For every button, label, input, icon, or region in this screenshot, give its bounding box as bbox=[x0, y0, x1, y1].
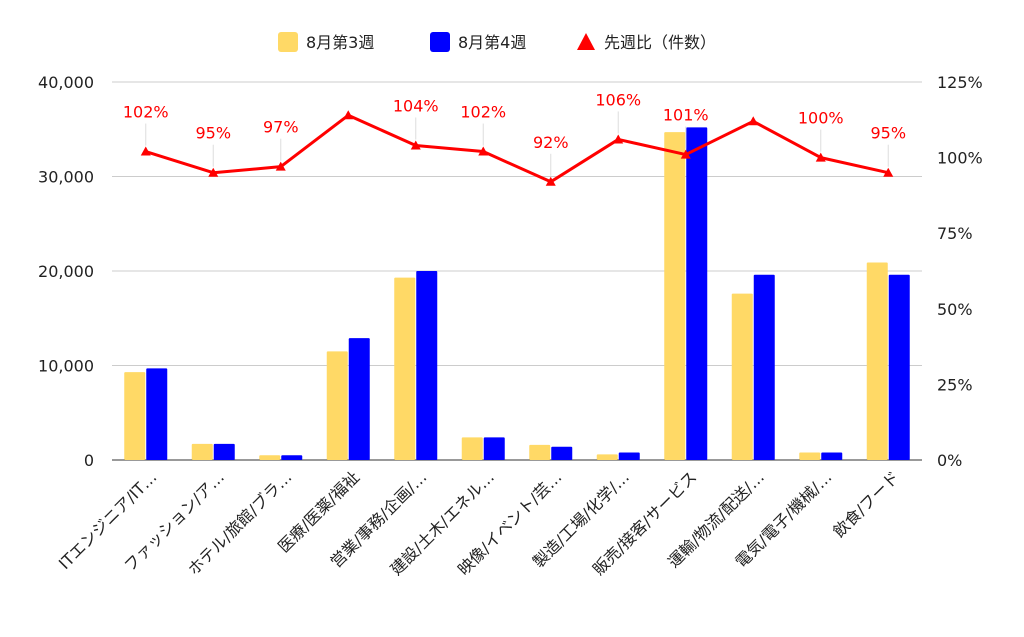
bar bbox=[731, 293, 753, 460]
line-series: 102% 95% 97% 104% 102% 92% 106% 101% 100% 95% bbox=[123, 90, 906, 186]
y-left-tick-label: 40,000 bbox=[38, 73, 94, 92]
ratio-point bbox=[680, 149, 691, 159]
bar bbox=[124, 372, 146, 460]
legend-marker bbox=[577, 33, 595, 50]
bar bbox=[348, 338, 370, 460]
ratio-point bbox=[208, 167, 219, 177]
ratio-point bbox=[478, 146, 489, 156]
y-right-tick-label: 100% bbox=[937, 149, 983, 168]
bar bbox=[191, 443, 213, 460]
ratio-point bbox=[613, 134, 624, 144]
bar bbox=[596, 454, 618, 460]
bar bbox=[888, 274, 910, 460]
ratio-point bbox=[140, 146, 151, 156]
bar bbox=[213, 443, 235, 460]
legend-swatch bbox=[430, 32, 450, 52]
ratio-point bbox=[748, 116, 759, 126]
ratio-data-label: 104% bbox=[393, 97, 439, 116]
y-left-tick-label: 30,000 bbox=[38, 168, 94, 187]
legend-swatch bbox=[278, 32, 298, 52]
ratio-data-label: 100% bbox=[798, 109, 844, 128]
bar bbox=[753, 274, 775, 460]
y-right-tick-label: 25% bbox=[937, 375, 973, 394]
bar bbox=[618, 452, 640, 460]
bar bbox=[483, 437, 505, 460]
ratio-data-label: 101% bbox=[663, 106, 709, 125]
legend-label: 8月第4週 bbox=[458, 33, 526, 52]
y-left-tick-label: 20,000 bbox=[38, 262, 94, 281]
ratio-data-label: 95% bbox=[870, 124, 906, 143]
bar bbox=[326, 351, 348, 460]
ratio-point bbox=[343, 110, 354, 120]
y-right-tick-label: 125% bbox=[937, 73, 983, 92]
bar bbox=[529, 444, 551, 460]
bar bbox=[686, 127, 708, 461]
bar bbox=[866, 262, 888, 460]
ratio-data-label: 102% bbox=[123, 103, 169, 122]
y-left-tick-label: 0 bbox=[84, 451, 94, 470]
y-right-tick-label: 50% bbox=[937, 300, 973, 319]
y-right-tick-label: 0% bbox=[937, 451, 962, 470]
ratio-data-label: 92% bbox=[533, 133, 569, 152]
bar bbox=[821, 452, 843, 460]
bar bbox=[146, 368, 168, 460]
ratio-point bbox=[410, 140, 421, 150]
bar bbox=[799, 452, 821, 460]
x-tick-label: 飲食/フード bbox=[829, 467, 903, 541]
legend: 8月第3週 8月第4週 先週比（件数） bbox=[278, 32, 716, 52]
y-left-tick-label: 10,000 bbox=[38, 357, 94, 376]
bar bbox=[281, 455, 303, 460]
bar bbox=[394, 277, 416, 460]
y-right-tick-label: 75% bbox=[937, 224, 973, 243]
ratio-point bbox=[883, 167, 894, 177]
bar-series bbox=[124, 127, 910, 461]
ratio-point bbox=[815, 152, 826, 162]
ratio-point bbox=[275, 161, 286, 171]
legend-label: 先週比（件数） bbox=[604, 33, 716, 52]
bar bbox=[551, 446, 573, 460]
ratio-data-label: 95% bbox=[195, 124, 231, 143]
bar bbox=[461, 437, 483, 460]
bar bbox=[416, 271, 438, 460]
ratio-data-label: 97% bbox=[263, 118, 299, 137]
legend-label: 8月第3週 bbox=[306, 33, 374, 52]
grid-lines bbox=[112, 81, 922, 461]
ratio-line bbox=[145, 113, 889, 184]
bar bbox=[664, 132, 686, 460]
ratio-data-label: 102% bbox=[460, 103, 506, 122]
axes: 0 10,000 20,000 30,000 40,000 0% 25% 50% 75% 100%… bbox=[38, 73, 983, 579]
ratio-data-label: 106% bbox=[595, 90, 641, 109]
ratio-point bbox=[545, 176, 556, 186]
bar bbox=[259, 455, 281, 460]
